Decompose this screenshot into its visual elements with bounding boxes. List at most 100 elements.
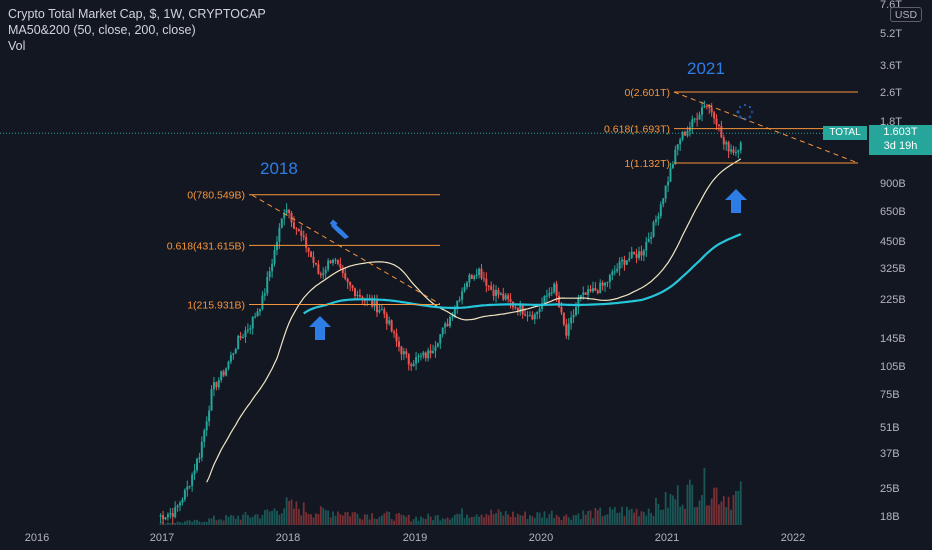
volume-bar — [388, 511, 391, 525]
volume-bar — [285, 497, 288, 525]
candle — [562, 312, 565, 325]
volume-bar — [378, 516, 381, 525]
volume-bar — [268, 511, 271, 525]
volume-bar — [713, 487, 716, 525]
candle — [553, 283, 556, 293]
candle — [319, 273, 322, 276]
volume-bar — [466, 514, 468, 525]
volume-bar — [684, 508, 686, 525]
volume-bar — [601, 516, 604, 525]
price-axis-label: 7.6T — [880, 0, 902, 11]
candle — [395, 333, 398, 342]
candle — [717, 124, 720, 127]
candle — [650, 236, 653, 239]
volume-bar — [429, 516, 432, 525]
volume-bar — [502, 515, 505, 525]
candle — [495, 289, 498, 296]
volume-bar — [458, 513, 461, 525]
volume-bar — [483, 517, 485, 525]
volume-bar — [210, 518, 213, 525]
candle — [436, 343, 439, 347]
volume-bar — [159, 521, 162, 525]
candle — [162, 515, 165, 520]
volume-label[interactable]: Vol — [8, 39, 26, 53]
candle — [662, 198, 665, 205]
volume-bar — [659, 509, 662, 525]
candle — [292, 222, 295, 229]
candle — [410, 364, 413, 367]
ma50-line — [206, 158, 742, 483]
candle — [271, 263, 274, 272]
candle — [332, 259, 335, 263]
fib-trend-line[interactable] — [673, 91, 859, 164]
candle — [191, 474, 194, 486]
volume-bar — [655, 497, 657, 525]
volume-bar — [524, 511, 527, 525]
volume-bar — [674, 499, 677, 525]
volume-bar — [621, 506, 623, 525]
volume-bar — [405, 516, 408, 525]
candle — [280, 218, 283, 228]
volume-bar — [280, 513, 283, 525]
volume-bar — [380, 515, 383, 525]
up-arrow-icon[interactable] — [725, 189, 747, 213]
candle — [671, 164, 674, 169]
candle — [635, 253, 638, 258]
candle — [159, 515, 162, 517]
up-arrow-icon[interactable] — [309, 316, 331, 340]
candle — [183, 490, 186, 500]
price-axis-label: 325B — [880, 263, 906, 275]
symbol-title[interactable]: Crypto Total Market Cap, $, 1W, CRYPTOCA… — [8, 7, 266, 21]
volume-bar — [317, 514, 320, 525]
candle — [528, 315, 531, 317]
annotation-year-2018[interactable]: 2018 — [260, 159, 298, 178]
candle — [310, 251, 313, 257]
candle — [254, 316, 257, 318]
fib-trend-line[interactable] — [251, 194, 441, 305]
volume-bar — [383, 513, 386, 525]
volume-bar — [393, 520, 395, 525]
volume-bar — [451, 517, 454, 525]
pencil-icon[interactable] — [329, 219, 349, 239]
currency-badge[interactable]: USD — [890, 7, 922, 22]
volume-bar — [307, 513, 310, 525]
last-price-tag: TOTAL 1.603T 3d 19h — [823, 125, 932, 155]
volume-bar — [531, 516, 534, 525]
volume-bar — [441, 518, 444, 525]
price-tag-countdown: 3d 19h — [883, 140, 918, 152]
candle — [212, 382, 215, 390]
candle — [664, 185, 667, 199]
volume-bar — [259, 518, 261, 525]
candle — [490, 285, 493, 290]
volume-bar — [171, 522, 174, 525]
candle — [358, 294, 361, 297]
volume-bar — [288, 501, 290, 525]
volume-bar — [499, 511, 502, 525]
candle — [324, 269, 327, 274]
candle — [234, 349, 237, 354]
volume-bar — [334, 515, 337, 525]
candle — [591, 288, 594, 292]
volume-bar — [198, 521, 201, 525]
volume-bar — [681, 504, 684, 525]
annotation-year-2021[interactable]: 2021 — [687, 59, 725, 78]
volume-bar — [242, 514, 244, 525]
candle — [456, 300, 459, 309]
candle — [499, 293, 502, 295]
candle — [400, 346, 403, 355]
candle — [258, 309, 261, 312]
price-tag-value: 1.603T — [883, 126, 918, 138]
candle — [637, 251, 640, 258]
volume-bar — [346, 511, 349, 525]
time-axis-label: 2019 — [403, 532, 427, 544]
candle — [616, 268, 619, 272]
candle — [317, 264, 320, 274]
candle — [465, 282, 468, 288]
volume-bar — [594, 508, 597, 525]
indicator-label[interactable]: MA50&200 (50, close, 200, close) — [8, 23, 196, 37]
price-axis-label: 900B — [880, 178, 906, 190]
volume-bar — [487, 515, 490, 525]
candle — [514, 307, 517, 309]
